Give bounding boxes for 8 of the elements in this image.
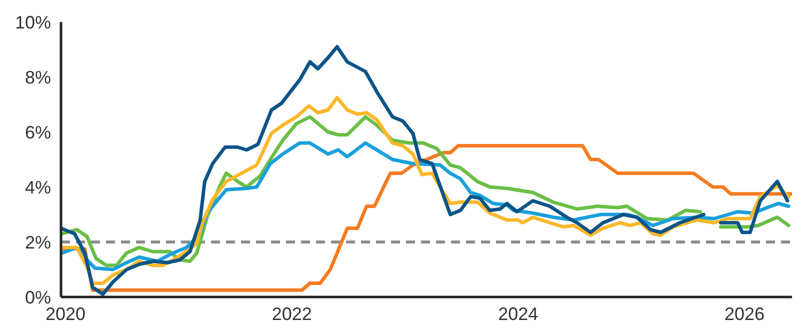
- y-tick-label: 8%: [24, 67, 51, 88]
- y-tick-label: 10%: [14, 12, 51, 32]
- x-tick-label: 2022: [272, 304, 312, 324]
- y-tick-label: 4%: [24, 177, 51, 198]
- y-tick-label: 2%: [24, 232, 51, 252]
- x-tick-label: 2026: [724, 304, 764, 324]
- y-tick-label: 6%: [24, 122, 51, 142]
- x-tick-label: 2024: [498, 304, 538, 324]
